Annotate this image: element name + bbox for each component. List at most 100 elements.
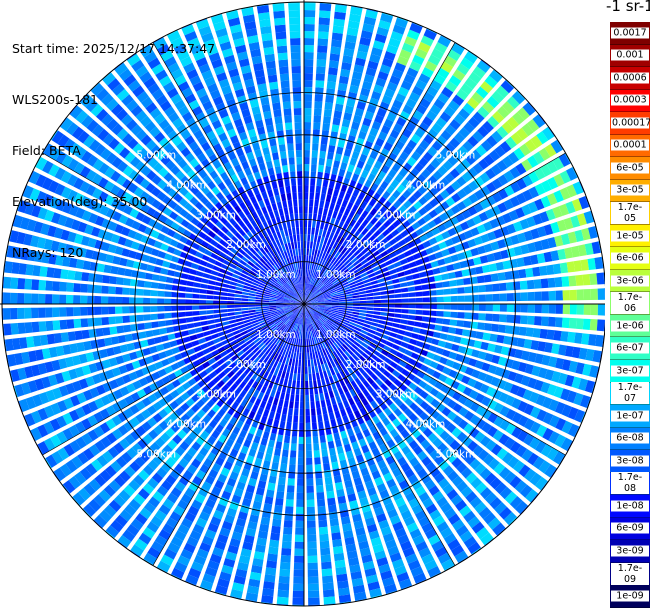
range-bin [367,173,376,182]
range-bin [454,243,463,253]
range-bin [255,375,262,383]
range-bin [186,419,197,429]
range-bin [224,243,233,251]
range-bin [387,304,395,308]
range-bin [261,335,268,342]
range-bin [444,435,455,446]
range-bin [232,426,241,435]
range-bin [232,141,242,151]
range-bin [361,326,370,332]
range-bin [385,422,395,432]
range-bin [105,405,117,416]
range-bin [567,406,579,420]
range-bin [333,366,339,374]
range-bin [358,94,369,104]
range-bin [371,121,382,131]
range-bin [168,200,178,210]
range-bin [254,276,262,282]
range-bin [455,524,469,537]
range-bin [514,500,528,514]
range-bin [167,269,176,277]
range-bin [463,277,471,285]
range-bin [283,307,291,310]
range-bin [63,443,75,457]
range-bin [235,148,245,157]
range-bin [37,441,50,455]
range-bin [362,560,375,571]
range-bin [199,310,207,315]
range-bin [91,459,103,472]
range-bin [322,313,329,318]
range-bin [227,266,235,273]
range-bin [330,352,336,360]
range-bin [291,315,297,322]
range-bin [326,434,334,442]
range-bin [503,199,514,210]
range-bin [316,407,322,416]
range-bin [144,446,156,458]
range-bin [205,366,214,374]
range-bin [115,355,125,365]
range-bin [335,284,343,290]
range-bin [345,308,353,311]
range-bin [401,314,409,319]
range-bin [362,473,372,483]
range-bin [434,42,448,54]
range-bin [168,112,180,123]
range-bin [364,403,373,413]
range-bin [344,291,352,295]
range-bin [48,180,59,193]
range-bin [110,460,122,473]
range-bin [474,501,487,514]
range-bin [315,328,320,336]
range-bin [435,391,445,401]
range-bin [287,321,293,328]
range-bin [409,338,418,346]
range-bin [317,282,323,289]
range-bin [279,363,285,371]
range-bin [184,31,198,42]
range-bin [419,390,429,400]
range-bin [259,257,266,265]
range-bin [288,313,295,319]
range-bin [296,380,300,388]
range-bin [511,398,522,410]
range-bin [154,535,168,547]
range-bin [248,293,256,297]
range-bin [345,141,354,151]
range-bin [310,305,318,308]
range-bin [474,360,484,370]
range-bin [382,190,391,200]
range-bin [213,295,221,300]
range-bin [355,338,363,345]
range-bin [317,305,325,307]
range-bin [107,78,121,91]
range-bin [325,194,332,203]
range-bin [243,145,253,154]
range-bin [539,328,548,339]
range-bin [413,462,424,473]
range-bin [316,295,324,299]
range-bin [233,270,242,276]
range-bin [345,241,352,249]
range-bin [429,310,437,317]
range-bin [306,248,310,256]
range-bin [594,256,603,270]
range-bin [533,240,543,252]
range-bin [471,369,481,379]
range-bin [526,279,535,290]
range-bin [389,75,401,86]
range-bin [52,294,60,304]
range-bin [255,487,265,496]
range-bin [145,272,153,280]
range-bin [317,296,324,300]
range-bin [275,338,282,346]
range-bin [290,300,298,303]
range-bin [173,204,183,214]
range-bin [248,304,256,307]
range-bin [332,25,344,34]
range-bin [204,425,214,435]
range-bin [336,364,343,373]
range-bin [423,91,435,103]
range-bin [372,40,385,50]
